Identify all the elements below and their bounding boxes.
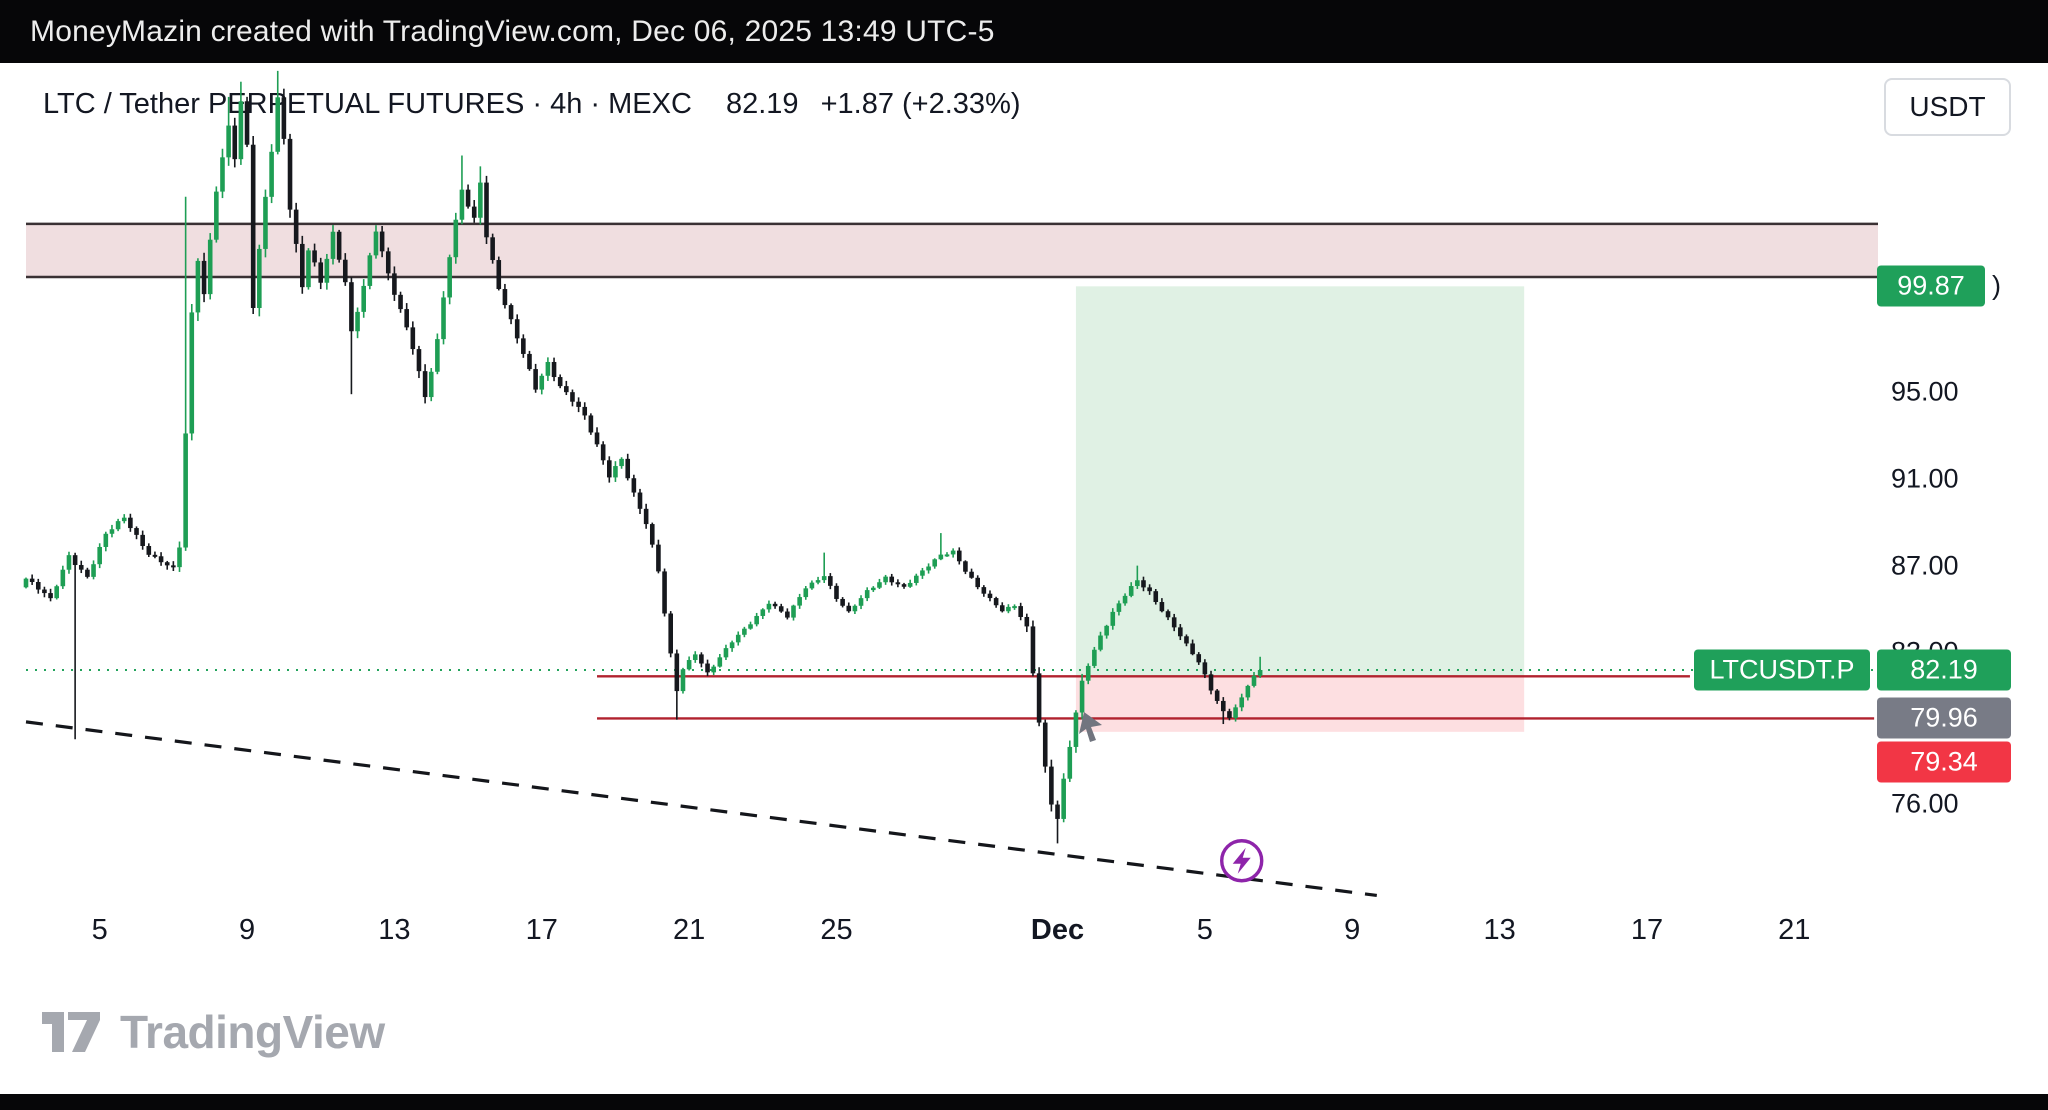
symbol-tag-badge: LTCUSDT.P [1694,649,1870,691]
tradingview-logo-text: TradingView [120,1006,385,1058]
time-axis-label: Dec [1030,914,1085,946]
long-position-tool[interactable] [1075,286,1525,732]
tradingview-logo[interactable]: TradingView [40,1004,385,1060]
time-axis[interactable]: 5 9 13 17 21 25 Dec 5 9 13 17 21 [0,908,2048,954]
watermark-text: MoneyMazin created with TradingView.com,… [30,14,995,48]
time-axis-label: 25 [820,914,853,946]
time-axis-label: 13 [378,914,411,946]
candles [23,70,1263,844]
time-axis-label: 5 [91,914,108,946]
bottom-bar [0,1094,2048,1110]
level-price-label: 79.96 [1910,702,1978,733]
time-axis-label: 17 [1630,914,1664,946]
price-change-text: +1.87 (+2.33%) [820,88,1021,120]
time-axis-label: 17 [525,914,558,946]
currency-unit-button[interactable]: USDT [1884,78,2011,136]
flash-icon[interactable] [1220,839,1264,883]
time-axis-label: 21 [672,914,706,946]
stop-price-badge: 79.34 [1877,741,2011,783]
time-axis-label: 9 [238,914,256,946]
symbol-tag-label: LTCUSDT.P [1709,654,1855,685]
descending-trendline[interactable] [25,720,1378,898]
stop-price-label: 79.34 [1910,746,1978,777]
target-price-badge: 99.87 [1877,265,1985,307]
level-price-badge: 79.96 [1877,697,2011,739]
cursor-arrow [1079,712,1102,742]
chart-header: LTC / Tether PERPETUAL FUTURES · 4h · ME… [43,88,1021,121]
tradingview-logo-mark [42,1012,100,1052]
symbol-title[interactable]: LTC / Tether PERPETUAL FUTURES · 4h · ME… [43,88,692,120]
time-axis-label: 21 [1778,914,1811,946]
time-axis-label: 9 [1344,914,1361,946]
time-axis-label: 13 [1483,914,1516,946]
last-price-text: 82.19 [725,88,799,120]
partial-axis-fragment: ) [1992,270,2001,301]
last-price-label: 82.19 [1910,654,1978,685]
time-axis-label: 5 [1196,914,1213,946]
watermark-bar: MoneyMazin created with TradingView.com,… [0,0,2048,63]
last-price-badge: 82.19 [1877,649,2011,691]
target-price-label: 99.87 [1897,270,1965,301]
